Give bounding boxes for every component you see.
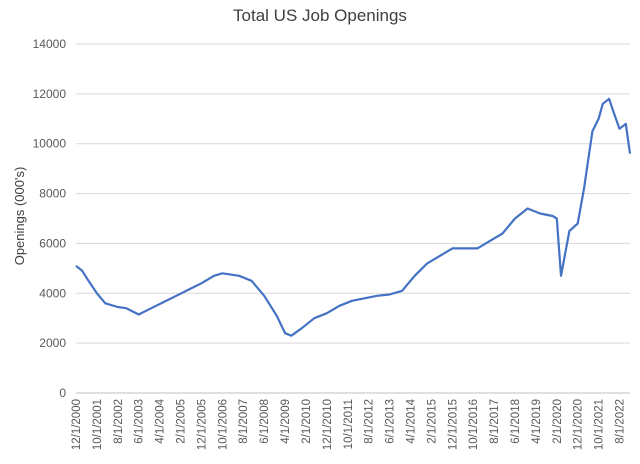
x-tick-label: 6/1/2013: [385, 399, 397, 444]
y-tick-label: 14000: [33, 37, 67, 51]
x-tick-label: 8/1/2017: [489, 399, 501, 444]
y-tick-label: 12000: [33, 87, 67, 101]
x-tick-label: 10/1/2021: [594, 399, 606, 450]
x-tick-label: 8/1/2022: [615, 399, 627, 444]
x-tick-label: 12/1/2005: [196, 399, 208, 450]
y-tick-label: 10000: [33, 137, 67, 151]
y-tick-label: 2000: [39, 336, 66, 350]
x-tick-label: 12/1/2000: [71, 399, 83, 450]
x-tick-label: 6/1/2003: [134, 399, 146, 444]
x-tick-label: 10/1/2006: [217, 399, 229, 450]
y-tick-label: 4000: [39, 286, 66, 300]
x-tick-label: 8/1/2012: [364, 399, 376, 444]
x-tick-label: 4/1/2019: [531, 399, 543, 444]
chart-title: Total US Job Openings: [233, 6, 407, 25]
x-tick-label: 2/1/2020: [552, 399, 564, 444]
y-tick-label: 0: [59, 386, 66, 400]
x-tick-label: 10/1/2011: [343, 399, 355, 449]
x-tick-label: 8/1/2002: [113, 399, 125, 444]
series-line: [75, 97, 632, 337]
y-tick-label: 6000: [39, 236, 66, 250]
x-tick-label: 2/1/2010: [301, 399, 313, 444]
y-axis-title: Openings (000's): [12, 167, 27, 266]
x-tick-label: 12/1/2020: [573, 399, 585, 450]
x-tick-label: 10/1/2001: [92, 399, 104, 450]
y-tick-label: 8000: [39, 187, 66, 201]
x-tick-label: 12/1/2015: [447, 399, 459, 450]
x-tick-label: 4/1/2009: [280, 399, 292, 444]
x-tick-label: 12/1/2010: [322, 399, 334, 450]
x-tick-label: 10/1/2016: [468, 399, 480, 450]
x-tick-label: 2/1/2015: [426, 399, 438, 444]
x-tick-label: 8/1/2007: [238, 399, 250, 444]
x-tick-label: 2/1/2005: [176, 399, 188, 444]
x-tick-label: 4/1/2004: [155, 398, 167, 443]
x-tick-label: 6/1/2008: [259, 399, 271, 444]
x-tick-label: 6/1/2018: [510, 399, 522, 444]
x-tick-label: 4/1/2014: [405, 398, 417, 443]
